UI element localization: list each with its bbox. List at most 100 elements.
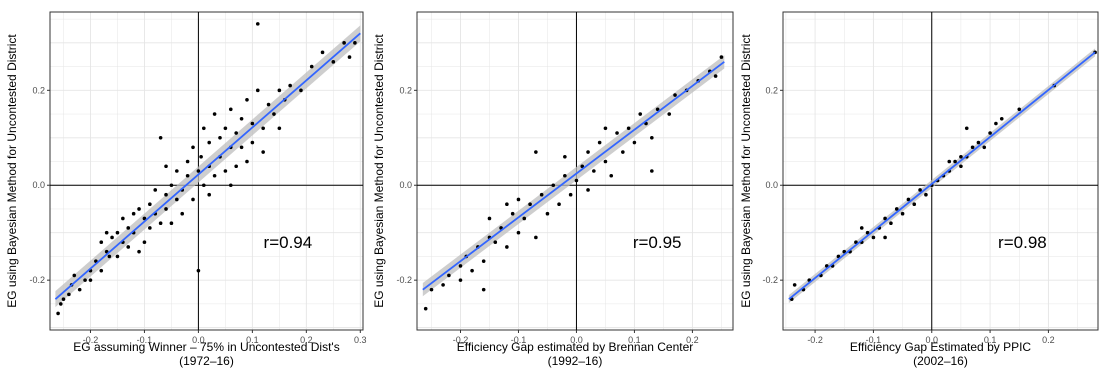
- x-tick-label: -0.1: [866, 335, 882, 345]
- data-point: [842, 249, 847, 254]
- data-point: [947, 159, 952, 164]
- data-point: [976, 140, 981, 145]
- y-tick-label: 0.0: [765, 180, 778, 190]
- data-point: [234, 164, 238, 169]
- data-point: [77, 287, 82, 292]
- fit-line: [422, 61, 725, 291]
- data-point: [621, 150, 625, 154]
- data-point: [196, 169, 201, 173]
- data-point: [854, 240, 858, 244]
- correlation-annotation: r=0.98: [998, 233, 1047, 252]
- data-point: [563, 154, 567, 159]
- data-point: [719, 55, 724, 59]
- y-axis-title: EG using Bayesian Method for Uncontested…: [739, 34, 753, 308]
- x-tick-label: -0.2: [83, 335, 99, 345]
- data-point: [528, 202, 532, 207]
- correlation-annotation: r=0.94: [264, 233, 313, 252]
- data-point: [56, 311, 60, 316]
- x-axis-title: EG assuming Winner – 75% in Uncontested …: [73, 340, 339, 354]
- data-point: [481, 287, 486, 292]
- data-point: [516, 230, 521, 235]
- data-point: [792, 283, 797, 287]
- data-point: [191, 197, 195, 202]
- x-tick-label: -0.1: [511, 335, 527, 345]
- data-point: [223, 126, 228, 131]
- data-point: [1017, 107, 1022, 112]
- data-point: [423, 306, 428, 311]
- data-point: [545, 211, 550, 216]
- x-tick-label: 0.0: [925, 335, 938, 345]
- x-axis-subtitle: (1992–16): [548, 354, 603, 368]
- data-point: [61, 297, 66, 301]
- data-point: [574, 178, 579, 183]
- data-point: [131, 211, 136, 216]
- data-point: [493, 240, 498, 244]
- data-point: [447, 273, 451, 278]
- data-point: [609, 173, 614, 178]
- data-point: [196, 268, 201, 273]
- data-point: [603, 126, 608, 131]
- x-tick-label: -0.1: [137, 335, 153, 345]
- data-point: [58, 302, 63, 306]
- data-point: [673, 93, 677, 97]
- data-point: [67, 292, 71, 297]
- data-point: [115, 230, 120, 235]
- y-tick-label: 0.2: [765, 85, 778, 95]
- data-point: [164, 207, 168, 211]
- x-tick-label: 0.0: [192, 335, 205, 345]
- data-point: [207, 192, 211, 197]
- data-point: [164, 192, 168, 197]
- data-point: [551, 183, 556, 188]
- data-point: [148, 226, 152, 230]
- x-tick-label: 0.2: [1042, 335, 1055, 345]
- data-point: [580, 164, 585, 169]
- data-point: [202, 126, 206, 131]
- data-point: [99, 240, 104, 244]
- y-tick-label: -0.2: [29, 275, 45, 285]
- data-point: [347, 55, 352, 59]
- data-point: [894, 207, 899, 211]
- data-point: [228, 183, 233, 188]
- data-point: [510, 211, 515, 216]
- x-tick-label: -0.2: [453, 335, 469, 345]
- data-point: [959, 154, 963, 159]
- data-point: [158, 135, 163, 140]
- x-axis-subtitle: (2002–16): [913, 354, 968, 368]
- data-point: [534, 235, 538, 240]
- data-point: [104, 230, 109, 235]
- y-tick-label: -0.2: [762, 275, 778, 285]
- data-point: [539, 192, 544, 197]
- data-point: [277, 126, 282, 131]
- data-point: [277, 88, 282, 93]
- x-tick-label: 0.0: [570, 335, 583, 345]
- data-point: [522, 216, 527, 221]
- data-point: [557, 202, 561, 207]
- data-point: [592, 169, 596, 173]
- data-point: [261, 126, 265, 131]
- data-point: [107, 254, 112, 259]
- data-point: [228, 107, 233, 112]
- data-point: [212, 112, 217, 116]
- y-axis-title: EG using Bayesian Method for Uncontested…: [372, 34, 386, 308]
- data-point: [239, 145, 244, 150]
- data-point: [487, 216, 492, 221]
- data-point: [158, 221, 163, 226]
- data-point: [175, 169, 179, 173]
- data-point: [121, 216, 125, 221]
- panel-border: [782, 11, 1099, 331]
- data-point: [563, 173, 567, 178]
- x-tick-label: 0.1: [628, 335, 641, 345]
- data-point: [505, 245, 509, 249]
- data-point: [883, 216, 887, 221]
- data-point: [441, 283, 445, 287]
- data-point: [912, 202, 917, 207]
- data-point: [223, 169, 228, 173]
- data-point: [603, 159, 608, 164]
- data-point: [255, 88, 260, 93]
- data-point: [250, 140, 255, 145]
- x-axis-title: Efficiency Gap Estimated by PPIC: [850, 340, 1032, 354]
- data-point: [207, 140, 211, 145]
- x-tick-label: 0.1: [984, 335, 997, 345]
- data-point: [632, 140, 637, 145]
- data-point: [191, 145, 195, 150]
